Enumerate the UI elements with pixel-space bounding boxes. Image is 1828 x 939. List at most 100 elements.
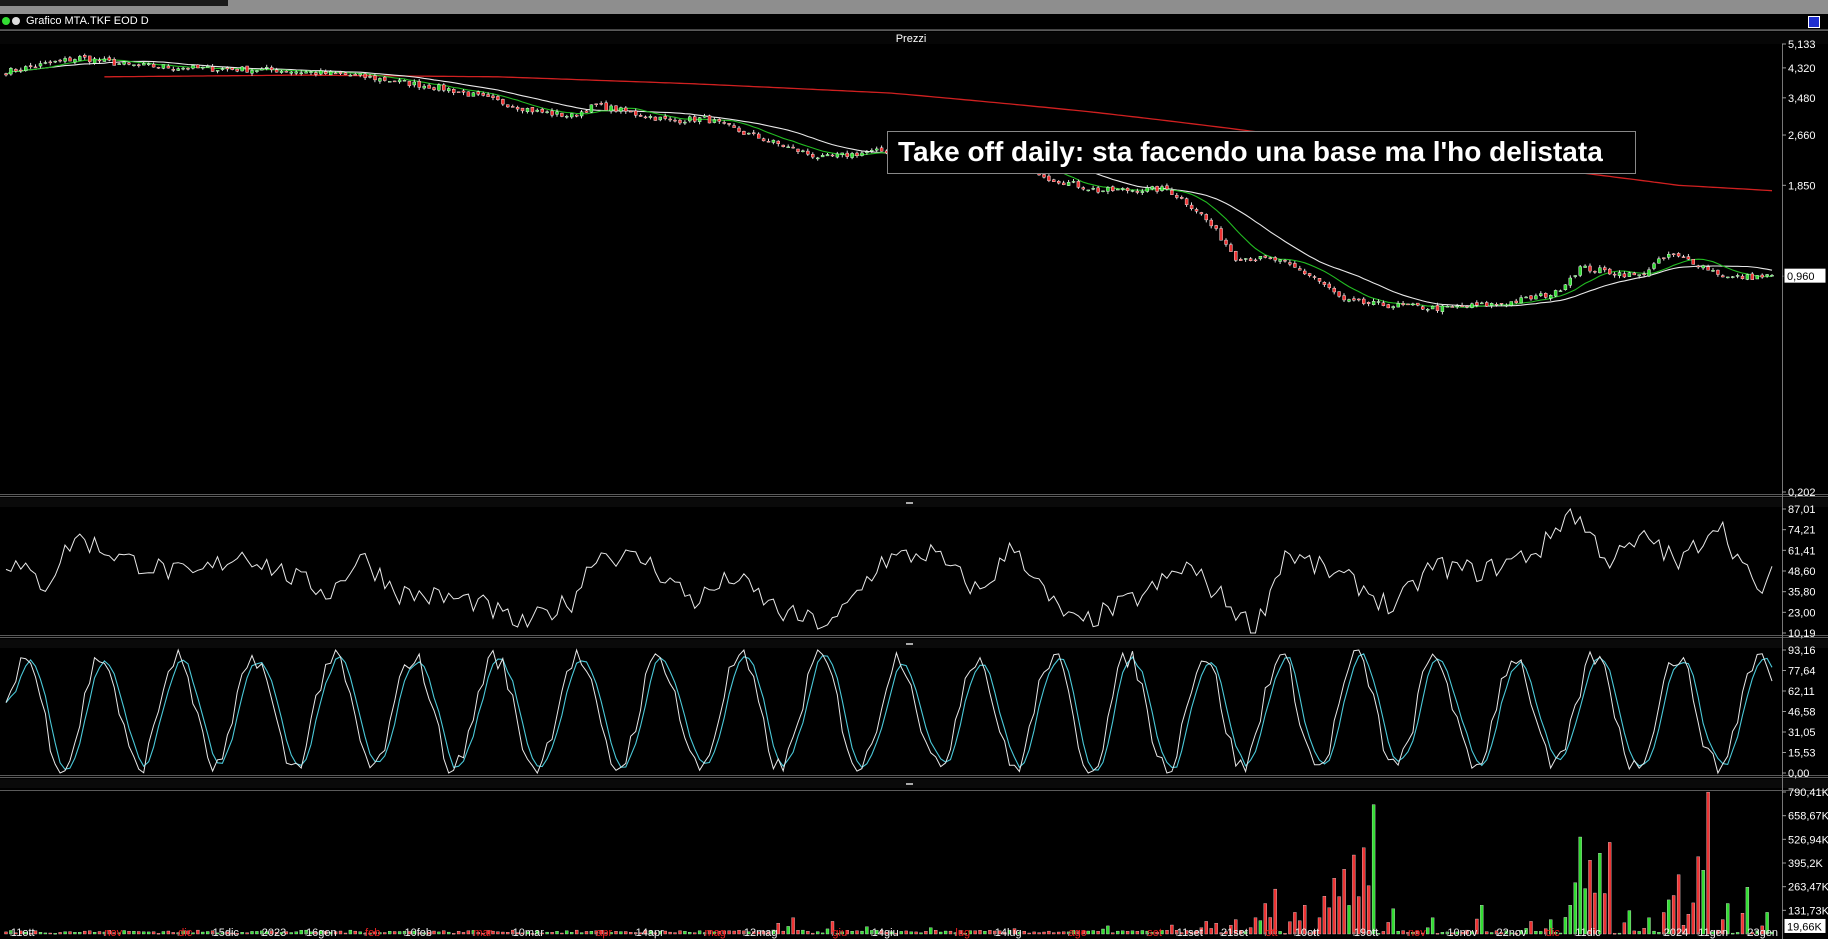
volume-bar-down <box>1676 874 1681 935</box>
candle-up <box>1071 181 1076 183</box>
oscillator-panel[interactable] <box>5 507 1773 634</box>
x-tick-label: 10feb <box>404 927 432 939</box>
volume-bar-down <box>1322 896 1327 935</box>
candle-down <box>48 61 52 64</box>
volume-bar-down <box>722 930 726 935</box>
candle-down <box>1322 282 1327 285</box>
candle-up <box>1470 303 1474 308</box>
candle-down <box>879 147 884 152</box>
volume-bar-up <box>771 929 776 935</box>
window-control-icon[interactable] <box>1808 16 1820 28</box>
volume-bar-down <box>58 932 62 935</box>
candle-up <box>92 58 97 64</box>
volume-bar-down <box>757 931 761 935</box>
volume-bar-up <box>358 931 362 935</box>
volume-bar-down <box>948 930 953 935</box>
volume-bar-down <box>1135 931 1140 935</box>
volume-bar-up <box>1617 932 1622 935</box>
volume-bar-down <box>235 932 239 935</box>
volume-bar-up <box>43 932 48 935</box>
candle-up <box>1455 305 1459 308</box>
volume-bar-up <box>24 932 28 935</box>
candle-down <box>1302 270 1307 275</box>
candle-down <box>1450 306 1455 308</box>
candle-up <box>388 81 392 83</box>
candle-up <box>555 111 559 115</box>
volume-bar-up <box>1549 919 1553 935</box>
volume-bar-down <box>1022 931 1026 935</box>
annotation-text: Take off daily: sta facendo una base ma … <box>898 136 1603 167</box>
volume-bar-down <box>466 930 471 935</box>
candle-up <box>747 132 751 135</box>
candle-down <box>1543 293 1548 298</box>
candle-up <box>771 139 776 143</box>
stochastic-panel[interactable] <box>5 648 1773 775</box>
volume-bar-down <box>732 930 736 935</box>
volume-bar-up <box>1106 925 1110 935</box>
candle-down <box>1307 273 1312 276</box>
volume-bar-up <box>38 932 43 935</box>
volume-bar-up <box>78 932 82 935</box>
volume-bar-up <box>1480 905 1484 935</box>
volume-bar-down <box>1671 895 1676 935</box>
volume-panel[interactable] <box>4 791 1774 935</box>
volume-bar-down <box>442 930 446 935</box>
candle-up <box>1258 256 1263 260</box>
volume-bar-down <box>584 931 589 935</box>
candle-up <box>402 79 407 82</box>
volume-bar-up <box>1657 932 1661 935</box>
candle-up <box>304 71 308 74</box>
volume-bar-up <box>1071 930 1076 935</box>
volume-bar-down <box>97 931 102 935</box>
annotation-box[interactable]: Take off daily: sta facendo una base ma … <box>887 131 1636 174</box>
volume-bar-up <box>1701 870 1705 935</box>
candle-up <box>265 67 269 69</box>
candle-down <box>653 116 658 121</box>
candle-up <box>191 65 195 69</box>
volume-bar-up <box>909 931 913 935</box>
candle-down <box>550 110 554 116</box>
volume-bar-up <box>747 931 751 935</box>
candle-up <box>1735 275 1740 277</box>
volume-bar-up <box>609 932 613 935</box>
x-tick-label: 15dic <box>213 927 240 939</box>
candle-down <box>742 130 746 135</box>
volume-bar-up <box>1558 932 1563 935</box>
candle-down <box>1184 198 1189 205</box>
x-tick-label: 21set <box>1221 927 1248 939</box>
candle-down <box>19 69 23 72</box>
volume-bar-down <box>673 932 677 935</box>
candle-up <box>589 104 594 113</box>
candle-down <box>491 95 495 98</box>
volume-bar-up <box>1637 931 1641 935</box>
volume-bar-up <box>1539 931 1543 935</box>
candle-down <box>1199 212 1204 215</box>
volume-bar-up <box>309 931 313 935</box>
candle-up <box>1430 305 1435 310</box>
volume-bar-down <box>934 930 938 935</box>
candle-down <box>752 132 756 134</box>
volume-bar-down <box>604 932 608 935</box>
candle-down <box>343 72 348 75</box>
volume-bar-down <box>1706 791 1710 935</box>
oscillator-tick-label: 48,60 <box>1788 566 1816 578</box>
candle-up <box>840 152 844 155</box>
window-titlebar[interactable]: Grafico MTA.TKF EOD D <box>0 14 1828 30</box>
volume-bar-up <box>963 933 967 935</box>
candle-down <box>127 62 131 65</box>
volume-bar-down <box>599 930 603 935</box>
last-volume-badge <box>1783 917 1827 934</box>
volume-bar-down <box>1229 925 1233 935</box>
candle-down <box>1475 302 1479 306</box>
candle-down <box>830 154 835 157</box>
volume-bar-down <box>506 932 510 935</box>
volume-bar-up <box>437 931 441 935</box>
volume-bar-down <box>171 932 175 935</box>
volume-bar-down <box>137 931 141 935</box>
candle-down <box>811 154 815 158</box>
volume-bar-down <box>1612 933 1617 935</box>
candle-down <box>1042 174 1046 178</box>
candle-down <box>737 127 741 132</box>
candle-down <box>383 76 387 81</box>
